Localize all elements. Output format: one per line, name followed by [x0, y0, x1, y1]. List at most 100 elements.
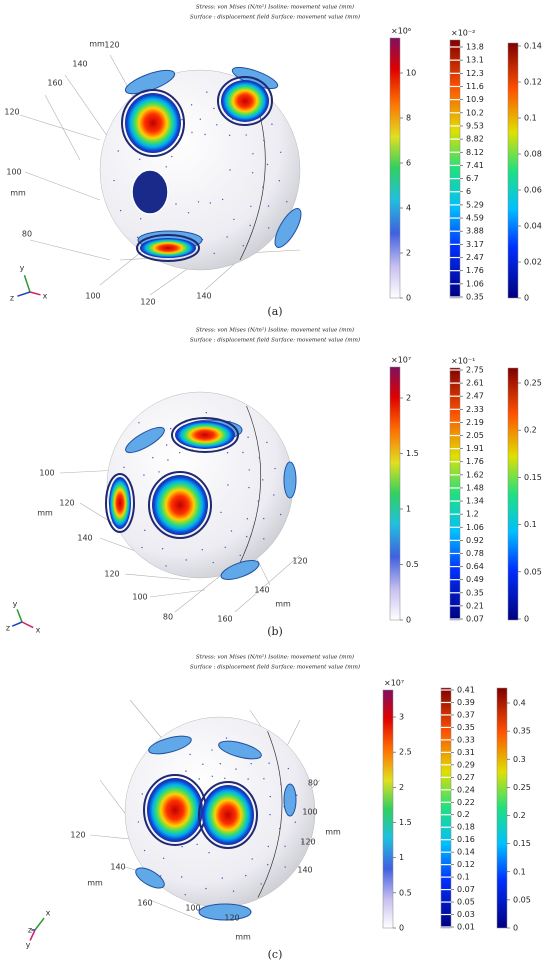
isoline-dot	[167, 459, 169, 461]
axis-label: mm	[325, 828, 341, 837]
tick-label: 0.25	[524, 379, 542, 388]
colorbar	[382, 689, 394, 929]
tick-label: 4	[406, 204, 411, 213]
tick-label: 2.61	[466, 379, 484, 388]
tick-label: 0.05	[524, 567, 542, 576]
isoline-dot	[139, 218, 142, 220]
sphere-seam	[257, 731, 283, 898]
triad-label: x	[43, 292, 48, 301]
isoline-dot	[190, 104, 193, 106]
contact-plate	[148, 735, 192, 755]
isoline-dot	[221, 198, 224, 201]
tick-label: 1.34	[466, 497, 484, 506]
colorbar	[449, 367, 461, 621]
contact-plate	[218, 740, 262, 760]
plot-header: Stress: von Mises (N/m²) Isoline: moveme…	[196, 4, 354, 11]
axis-label: 100	[185, 904, 200, 913]
isoline-dot	[226, 452, 229, 454]
isoline-dot	[196, 843, 198, 846]
tick-label: 0.12	[524, 78, 542, 87]
axis-label: 140	[110, 863, 125, 872]
isoline-dot	[246, 535, 248, 538]
isoline-dot	[269, 813, 271, 816]
axis-label: 80	[22, 230, 32, 239]
plot-header: Stress: von Mises (N/m²) Isoline: moveme…	[196, 654, 354, 661]
isoline-dot	[295, 794, 298, 796]
isoline-dot	[267, 864, 269, 866]
tick-label: 1.06	[466, 523, 484, 532]
tick-label: 0.2	[524, 426, 537, 435]
isoline-dot	[143, 474, 145, 476]
stress-spot	[147, 778, 203, 842]
tick-label: 0.07	[466, 615, 484, 624]
plot-header: Surface : displacement field Surface: mo…	[190, 337, 360, 344]
triad-arrow	[23, 274, 31, 293]
axis-label: 140	[254, 586, 269, 595]
isoline-dot	[280, 513, 282, 516]
colorbar-exponent: ×10⁻¹	[451, 357, 475, 366]
tick-label: 0.1	[513, 867, 526, 876]
tick-label: 0.14	[524, 42, 542, 51]
isoline-dot	[242, 451, 244, 454]
tick-label: 2.19	[466, 418, 484, 427]
isoline-dot	[152, 456, 154, 459]
contact-plate	[283, 461, 297, 499]
axis-label: 120	[140, 298, 155, 307]
isoline-dot	[227, 484, 229, 486]
isoline-dot	[117, 150, 119, 152]
triad-arrow	[21, 621, 34, 629]
tick-label: 0.2	[457, 810, 470, 819]
triad-label: y	[26, 941, 31, 950]
isoline-dot	[143, 849, 146, 852]
isoline-dot	[197, 201, 200, 203]
grid-line	[124, 573, 191, 581]
isoline-dot	[198, 778, 200, 780]
tick-label: 0.24	[457, 785, 475, 794]
axis-label: 120	[292, 557, 307, 566]
isoline-dot	[233, 218, 235, 221]
isoline-dot	[181, 876, 183, 878]
tick-label: 11.6	[466, 82, 484, 91]
axis-label: 140	[297, 866, 312, 875]
isoline-dot	[247, 778, 249, 780]
tick-label: 0.06	[524, 186, 542, 195]
isoline-dot	[181, 119, 183, 121]
isoline-dot	[268, 762, 270, 764]
isoline-dot	[228, 134, 231, 137]
triad-label: z	[28, 926, 32, 935]
tick-label: 0.35	[466, 588, 484, 597]
tick-label: 10.9	[466, 95, 484, 104]
tick-label: 8.82	[466, 135, 484, 144]
stress-spot	[202, 785, 254, 845]
isoline-dot	[141, 793, 144, 795]
tick-label: 0.02	[524, 258, 542, 267]
tick-label: 2.05	[466, 431, 484, 440]
isoline-dot	[216, 124, 218, 126]
grid-line	[149, 899, 201, 921]
isoline-dot	[226, 236, 228, 238]
tick-label: 1.06	[466, 279, 484, 288]
isoline-dot	[263, 517, 265, 520]
tick-label: 2.47	[466, 392, 484, 401]
isoline-dot	[175, 203, 177, 205]
axis-label: 140	[77, 534, 92, 543]
triad-label: y	[13, 600, 18, 609]
tick-label: 0.92	[466, 536, 484, 545]
isoline-dot	[294, 821, 297, 823]
tick-label: 0	[399, 924, 404, 933]
axis-label: 100	[85, 292, 100, 301]
isoline-dot	[137, 821, 140, 823]
axis-label: 80	[163, 613, 173, 622]
tick-label: 0.39	[457, 698, 475, 707]
tick-label: 9.53	[466, 121, 484, 130]
isoline-dot	[208, 851, 210, 854]
colorbar	[507, 42, 519, 299]
grid-line	[44, 94, 81, 161]
caption: (b)	[267, 625, 283, 638]
stress-ring	[136, 234, 200, 262]
isoline-dot	[267, 845, 270, 848]
tick-label: 1.48	[466, 483, 484, 492]
isoline-dot	[263, 538, 265, 540]
axis-label: mm	[87, 879, 103, 888]
